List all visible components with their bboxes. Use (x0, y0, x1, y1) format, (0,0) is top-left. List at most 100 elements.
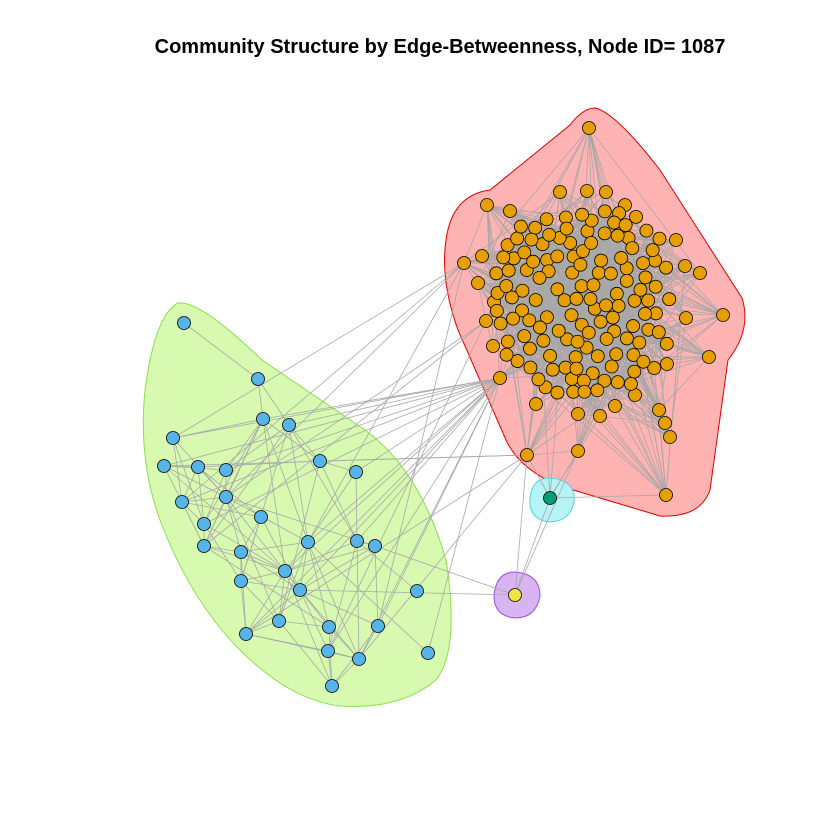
graph-node-orange (500, 334, 515, 349)
graph-node-orange (545, 362, 560, 377)
graph-edge (225, 418, 264, 471)
graph-node-orange (501, 263, 516, 278)
graph-edge (225, 262, 465, 498)
graph-edge (463, 262, 581, 266)
graph-node-orange (594, 253, 608, 268)
graph-edge (630, 356, 710, 385)
graph-node-blue (321, 644, 335, 658)
graph-node-orange (457, 256, 471, 270)
graph-node-orange (608, 399, 622, 413)
graph-edge (288, 377, 501, 426)
graph-edge (666, 314, 724, 365)
graph-node-orange (716, 308, 730, 322)
graph-node-orange (559, 221, 574, 236)
graph-node-orange (597, 373, 612, 388)
graph-node-orange (513, 219, 528, 234)
graph-node-orange (520, 448, 534, 462)
graph-node-orange (471, 276, 485, 290)
graph-node-blue (177, 316, 191, 330)
graph-node-blue (293, 583, 307, 597)
graph-edge (328, 626, 360, 660)
graph-node-orange (529, 397, 543, 411)
graph-node-orange (486, 339, 500, 353)
graph-edge (181, 377, 501, 503)
graph-node-blue (157, 459, 171, 473)
graph-node-blue (234, 545, 248, 559)
graph-edge (172, 437, 183, 503)
graph-node-blue (251, 372, 265, 386)
graph-edge (240, 580, 280, 622)
graph-node-orange (569, 361, 584, 376)
graph-edge (284, 570, 330, 628)
graph-node-orange (659, 488, 673, 502)
graph-edge (356, 377, 501, 542)
graph-node-orange (609, 286, 624, 301)
graph-edge (356, 540, 360, 660)
graph-node-orange (570, 334, 585, 349)
graph-edge (262, 377, 501, 420)
graph-node-orange (515, 283, 530, 298)
graph-edge (524, 312, 656, 337)
graph-edge (240, 516, 262, 582)
graph-node-orange (499, 279, 514, 293)
graph-node-orange (490, 303, 504, 318)
graph-node-orange (620, 331, 634, 346)
graph-node-blue (219, 490, 233, 504)
graph-node-blue (191, 460, 205, 474)
graph-node-blue (350, 534, 364, 548)
graph-edge (225, 496, 376, 547)
graph-edge (658, 356, 710, 411)
graph-node-orange (702, 350, 716, 364)
graph-node-orange (603, 266, 618, 281)
graph-node-orange (693, 266, 707, 280)
graph-edge (486, 204, 547, 220)
graph-edge (203, 496, 227, 547)
graph-edge (307, 541, 360, 660)
plot-title: Community Structure by Edge-Betweenness,… (154, 36, 726, 58)
graph-node-orange (679, 311, 693, 325)
graph-edge (588, 127, 701, 274)
graph-node-orange (503, 204, 517, 218)
graph-edge (245, 589, 301, 635)
graph-node-orange (611, 299, 626, 313)
graph-node-orange (528, 293, 543, 307)
graph-node-orange (590, 349, 605, 364)
graph-edge (556, 214, 583, 257)
graph-edge (539, 329, 551, 499)
graph-edge (299, 589, 379, 627)
graph-edge (358, 454, 528, 660)
graph-node-blue (278, 564, 292, 578)
node-layer (157, 121, 730, 693)
graph-node-orange (619, 273, 634, 288)
graph-node-blue (219, 463, 233, 477)
graph-node-orange (522, 313, 537, 328)
graph-node-orange (533, 320, 547, 335)
graph-node-orange (517, 329, 532, 344)
graph-edge (203, 377, 501, 525)
graph-node-orange (651, 325, 666, 340)
graph-edge (203, 523, 242, 582)
graph-node-orange (550, 282, 565, 297)
graph-node-orange (604, 359, 619, 374)
graph-node-orange (605, 310, 620, 325)
graph-node-orange (557, 293, 572, 308)
graph-edge (278, 620, 333, 687)
graph-node-orange (543, 349, 557, 363)
graph-edge (197, 466, 205, 525)
graph-node-orange (515, 303, 529, 318)
graph-edge (225, 320, 487, 498)
graph-node-blue (301, 535, 315, 549)
graph-node-orange (652, 403, 666, 417)
graph-edge (377, 262, 465, 627)
graph-node-orange (536, 333, 551, 348)
graph-node-orange (553, 185, 567, 199)
graph-node-blue (410, 584, 424, 598)
graph-node-blue (166, 431, 180, 445)
graph-edge (299, 589, 516, 596)
graph-node-orange (641, 293, 656, 308)
graph-node-orange (539, 212, 554, 227)
graph-node-orange (479, 314, 493, 328)
graph-edge (203, 320, 487, 547)
graph-node-orange (569, 291, 584, 306)
graph-node-orange (599, 332, 614, 346)
